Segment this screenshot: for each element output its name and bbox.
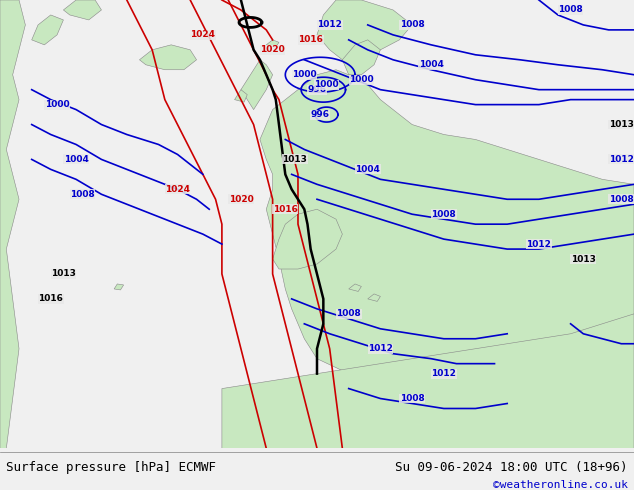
Text: 1000: 1000: [314, 80, 339, 89]
Polygon shape: [32, 15, 63, 45]
Text: 1012: 1012: [609, 155, 634, 164]
Text: 1012: 1012: [317, 21, 342, 29]
Text: 1020: 1020: [260, 45, 285, 54]
Text: 1000: 1000: [349, 75, 373, 84]
Text: 1016: 1016: [38, 294, 63, 303]
Polygon shape: [317, 0, 412, 60]
Text: Su 09-06-2024 18:00 UTC (18+96): Su 09-06-2024 18:00 UTC (18+96): [395, 461, 628, 474]
Text: 1013: 1013: [571, 254, 596, 264]
Text: 1008: 1008: [558, 5, 583, 15]
Text: 1000: 1000: [45, 100, 69, 109]
Polygon shape: [63, 0, 101, 20]
Text: 1012: 1012: [431, 369, 456, 378]
Text: 1008: 1008: [399, 21, 425, 29]
Polygon shape: [235, 90, 247, 102]
Text: Surface pressure [hPa] ECMWF: Surface pressure [hPa] ECMWF: [6, 461, 216, 474]
Text: 1008: 1008: [336, 309, 361, 318]
Polygon shape: [266, 40, 279, 48]
Text: 1004: 1004: [63, 155, 89, 164]
Text: 1008: 1008: [431, 210, 456, 219]
Text: 1013: 1013: [51, 270, 76, 278]
Text: 1012: 1012: [368, 344, 393, 353]
Text: 996: 996: [307, 85, 327, 94]
Text: 1008: 1008: [70, 190, 95, 199]
Polygon shape: [0, 0, 25, 448]
Polygon shape: [222, 314, 634, 448]
Text: 1024: 1024: [190, 30, 216, 39]
Polygon shape: [114, 284, 124, 290]
Text: 1012: 1012: [526, 240, 552, 248]
Text: 1000: 1000: [292, 70, 316, 79]
Text: ©weatheronline.co.uk: ©weatheronline.co.uk: [493, 480, 628, 490]
Text: 1024: 1024: [165, 185, 190, 194]
Polygon shape: [260, 70, 634, 448]
Text: 1008: 1008: [609, 195, 634, 204]
Polygon shape: [241, 60, 273, 110]
Polygon shape: [273, 209, 342, 269]
Text: 1013: 1013: [282, 155, 307, 164]
Text: 1020: 1020: [228, 195, 254, 204]
Text: 1013: 1013: [609, 120, 634, 129]
Text: 1004: 1004: [355, 165, 380, 174]
Polygon shape: [368, 294, 380, 301]
Polygon shape: [139, 45, 197, 70]
Text: 1016: 1016: [273, 205, 298, 214]
Text: 1016: 1016: [298, 35, 323, 45]
Polygon shape: [342, 40, 380, 75]
Text: 1004: 1004: [418, 60, 444, 69]
Text: 1008: 1008: [399, 394, 425, 403]
Text: 996: 996: [311, 110, 330, 119]
Polygon shape: [349, 284, 361, 292]
